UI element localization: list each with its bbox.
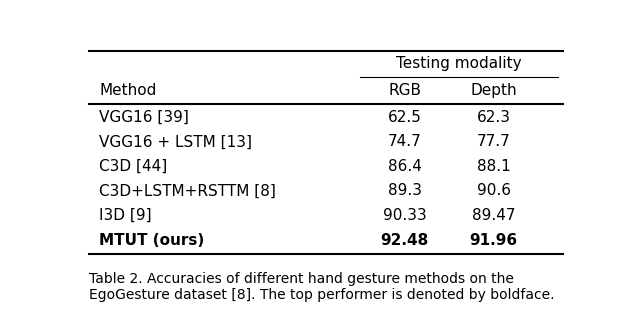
Text: Table 2. Accuracies of different hand gesture methods on the
EgoGesture dataset : Table 2. Accuracies of different hand ge… [89, 272, 555, 302]
Text: 62.5: 62.5 [388, 110, 422, 125]
Text: 90.6: 90.6 [476, 183, 511, 199]
Text: 74.7: 74.7 [388, 134, 422, 149]
Text: 77.7: 77.7 [476, 134, 511, 149]
Text: Depth: Depth [470, 83, 517, 98]
Text: 62.3: 62.3 [476, 110, 511, 125]
Text: VGG16 + LSTM [13]: VGG16 + LSTM [13] [99, 134, 252, 149]
Text: Testing modality: Testing modality [396, 56, 522, 71]
Text: C3D [44]: C3D [44] [99, 159, 167, 174]
Text: C3D+LSTM+RSTTM [8]: C3D+LSTM+RSTTM [8] [99, 183, 276, 199]
Text: 86.4: 86.4 [388, 159, 422, 174]
Text: I3D [9]: I3D [9] [99, 208, 152, 223]
Text: 90.33: 90.33 [383, 208, 427, 223]
Text: 89.47: 89.47 [472, 208, 515, 223]
Text: VGG16 [39]: VGG16 [39] [99, 110, 189, 125]
Text: 91.96: 91.96 [469, 233, 518, 248]
Text: MTUT (ours): MTUT (ours) [99, 233, 204, 248]
Text: RGB: RGB [389, 83, 421, 98]
Text: Method: Method [99, 83, 156, 98]
Text: 92.48: 92.48 [381, 233, 429, 248]
Text: 88.1: 88.1 [476, 159, 511, 174]
Text: 89.3: 89.3 [388, 183, 422, 199]
